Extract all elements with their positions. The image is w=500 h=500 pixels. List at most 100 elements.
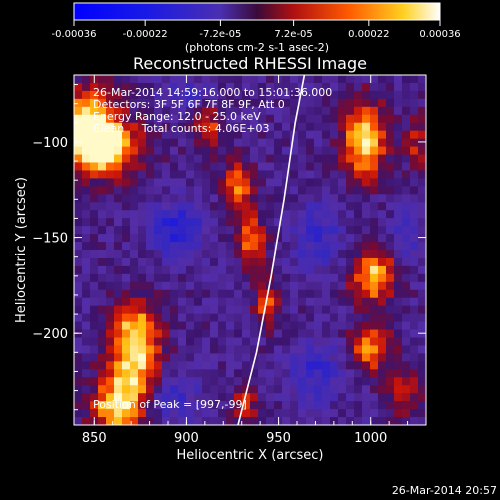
- heatmap-cell: [82, 409, 91, 418]
- heatmap-cell: [186, 345, 195, 354]
- heatmap-cell: [370, 242, 379, 251]
- heatmap-cell: [122, 369, 131, 378]
- heatmap-cell: [154, 409, 163, 418]
- heatmap-cell: [378, 377, 387, 386]
- heatmap-cell: [298, 162, 307, 172]
- heatmap-cell: [122, 75, 131, 84]
- heatmap-cell: [202, 130, 211, 140]
- heatmap-cell: [386, 250, 395, 259]
- heatmap-cell: [322, 409, 331, 418]
- heatmap-cell: [90, 297, 99, 307]
- heatmap-cell: [362, 313, 371, 323]
- heatmap-cell: [378, 417, 387, 425]
- heatmap-cell: [258, 250, 267, 259]
- heatmap-cell: [362, 401, 371, 410]
- annotation-clean: Clean Total counts: 4.06E+03: [93, 122, 270, 135]
- heatmap-cell: [202, 146, 211, 156]
- heatmap-cell: [146, 305, 155, 315]
- heatmap-cell: [242, 226, 251, 235]
- heatmap-cell: [274, 321, 283, 331]
- heatmap-cell: [74, 98, 83, 108]
- heatmap-cell: [338, 122, 347, 132]
- heatmap-cell: [338, 305, 347, 315]
- heatmap-cell: [362, 281, 371, 291]
- heatmap-cell: [402, 242, 411, 251]
- heatmap-cell: [306, 265, 315, 275]
- heatmap-cell: [170, 329, 179, 339]
- heatmap-cell: [90, 162, 99, 172]
- heatmap-cell: [98, 289, 107, 299]
- heatmap-cell: [362, 257, 371, 267]
- heatmap-cell: [218, 114, 227, 124]
- heatmap-cell: [162, 234, 171, 243]
- heatmap-cell: [74, 82, 83, 92]
- heatmap-cell: [146, 257, 155, 267]
- heatmap-cell: [322, 361, 331, 370]
- heatmap-cell: [170, 369, 179, 378]
- heatmap-cell: [226, 417, 235, 425]
- heatmap-cell: [394, 385, 403, 394]
- heatmap-cell: [90, 210, 99, 219]
- heatmap-cell: [138, 154, 147, 164]
- heatmap-cell: [282, 226, 291, 235]
- heatmap-cell: [410, 265, 419, 275]
- heatmap-cell: [258, 305, 267, 315]
- heatmap-cell: [218, 353, 227, 362]
- heatmap-cell: [258, 210, 267, 219]
- heatmap-cell: [186, 170, 195, 179]
- heatmap-cell: [346, 122, 355, 132]
- heatmap-cell: [234, 234, 243, 243]
- heatmap-cell: [130, 265, 139, 275]
- heatmap-cell: [274, 218, 283, 227]
- heatmap-cell: [250, 369, 259, 378]
- heatmap-cell: [122, 146, 131, 156]
- heatmap-cell: [162, 186, 171, 195]
- heatmap-cell: [274, 353, 283, 362]
- heatmap-cell: [250, 361, 259, 370]
- heatmap-cell: [378, 289, 387, 299]
- heatmap-cell: [402, 297, 411, 307]
- heatmap-cell: [138, 186, 147, 195]
- heatmap-cell: [362, 297, 371, 307]
- heatmap-cell: [394, 401, 403, 410]
- heatmap-cell: [322, 122, 331, 132]
- heatmap-cell: [226, 122, 235, 132]
- heatmap-cell: [258, 409, 267, 418]
- heatmap-cell: [290, 226, 299, 235]
- heatmap-cell: [370, 409, 379, 418]
- heatmap-cell: [242, 218, 251, 227]
- heatmap-cell: [306, 218, 315, 227]
- heatmap-cell: [146, 210, 155, 219]
- heatmap-cell: [410, 393, 419, 402]
- heatmap-cell: [378, 385, 387, 394]
- heatmap-cell: [346, 409, 355, 418]
- heatmap-cell: [114, 170, 123, 179]
- heatmap-cell: [146, 297, 155, 307]
- heatmap-cell: [210, 98, 219, 108]
- heatmap-cell: [98, 265, 107, 275]
- heatmap-cell: [250, 297, 259, 307]
- heatmap-cell: [258, 234, 267, 243]
- heatmap-cell: [274, 210, 283, 219]
- heatmap-cell: [402, 377, 411, 386]
- heatmap-cell: [114, 226, 123, 235]
- heatmap-cell: [306, 321, 315, 331]
- heatmap-cell: [178, 202, 187, 211]
- heatmap-cell: [378, 114, 387, 124]
- heatmap-cell: [226, 313, 235, 323]
- heatmap-cell: [402, 234, 411, 243]
- heatmap-cell: [146, 82, 155, 92]
- heatmap-cell: [210, 265, 219, 275]
- heatmap-cell: [298, 138, 307, 148]
- heatmap-cell: [362, 82, 371, 92]
- heatmap-cell: [290, 281, 299, 291]
- heatmap-cell: [138, 130, 147, 140]
- heatmap-cell: [394, 329, 403, 339]
- heatmap-cell: [394, 218, 403, 227]
- heatmap-cell: [346, 377, 355, 386]
- heatmap-cell: [290, 130, 299, 140]
- heatmap-cell: [122, 257, 131, 267]
- heatmap-cell: [114, 265, 123, 275]
- heatmap-cell: [226, 401, 235, 410]
- heatmap-cell: [258, 273, 267, 283]
